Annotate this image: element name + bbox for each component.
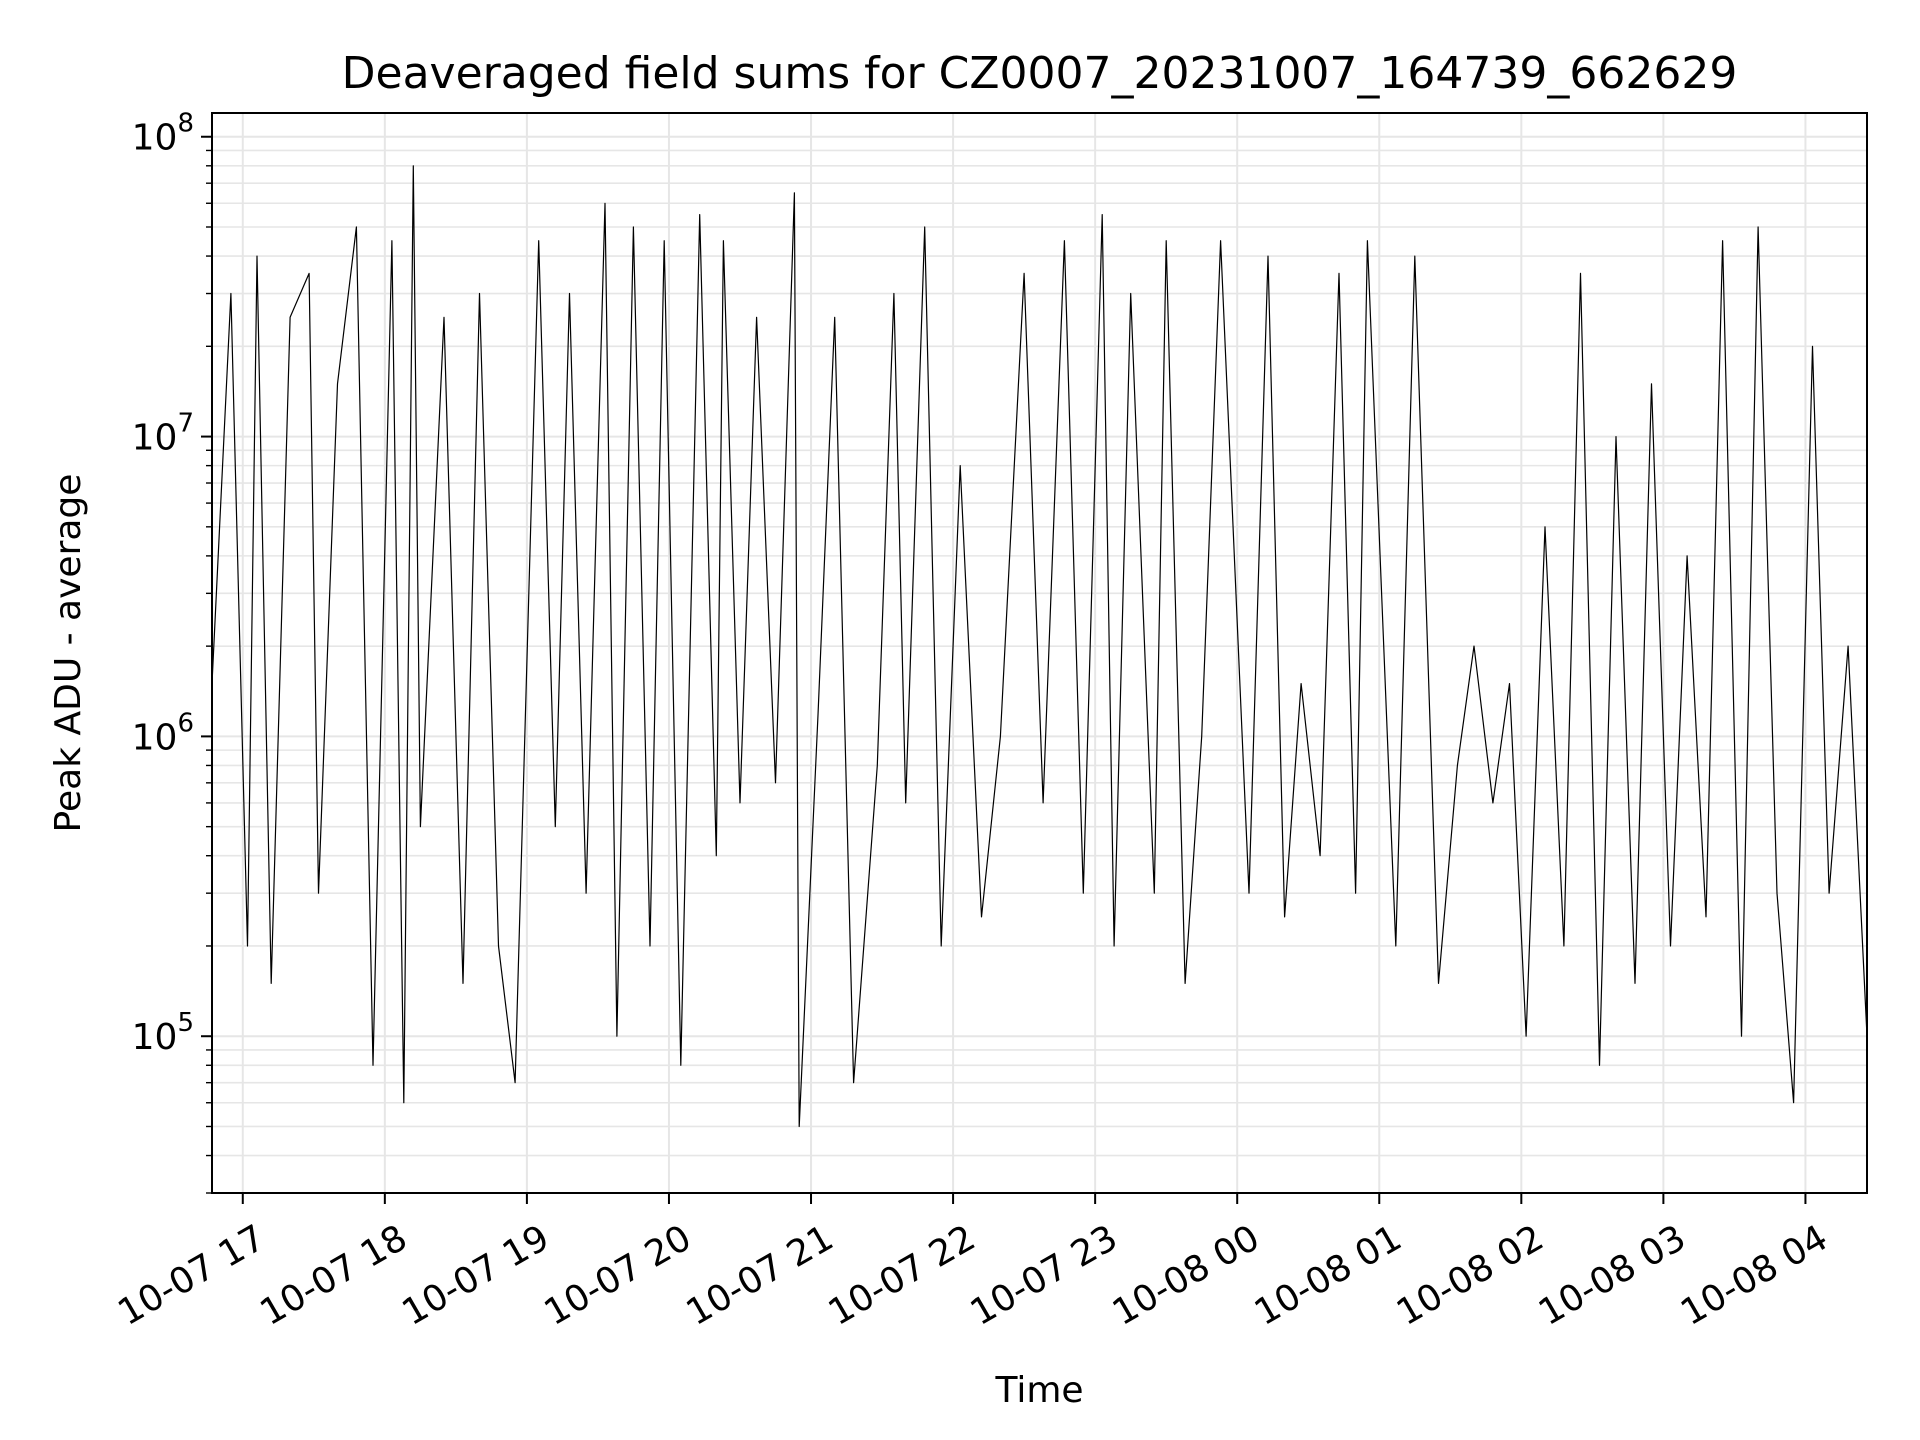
y-tick-base: 10: [132, 418, 178, 459]
grid-lines: [212, 113, 1867, 1194]
y-tick-label: 106: [132, 708, 194, 758]
y-tick-exponent: 5: [177, 1008, 194, 1038]
y-tick-label: 105: [132, 1008, 194, 1058]
y-tick-base: 10: [132, 1017, 178, 1058]
y-tick-exponent: 8: [177, 109, 194, 139]
x-axis-label: Time: [994, 1370, 1083, 1411]
series-line: [211, 165, 1868, 1128]
chart-title: Deaveraged field sums for CZ0007_2023100…: [342, 48, 1738, 99]
y-tick-exponent: 6: [177, 708, 194, 738]
y-tick-label: 108: [132, 109, 194, 159]
axes-frame: [211, 112, 1868, 1194]
y-axis-label: Peak ADU - average: [48, 474, 89, 833]
y-tick-exponent: 7: [177, 409, 194, 439]
y-tick-base: 10: [132, 118, 178, 159]
plot-area: [211, 165, 1868, 1128]
y-tick-label: 107: [132, 409, 194, 459]
y-tick-base: 10: [132, 717, 178, 758]
